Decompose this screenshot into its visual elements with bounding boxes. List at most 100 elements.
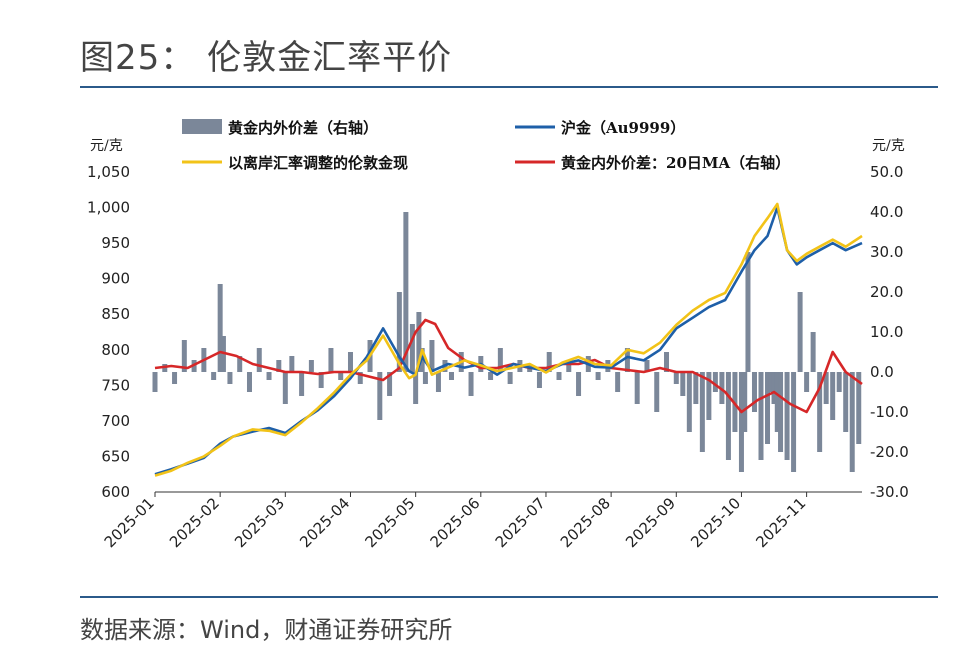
- left-tick-label: 600: [101, 483, 130, 501]
- spread-bar: [347, 352, 353, 372]
- x-tick-label: 2025-01: [101, 494, 158, 551]
- spread-bar: [673, 372, 679, 384]
- spread-bar: [784, 372, 790, 460]
- left-tick-label: 750: [101, 376, 130, 394]
- legend-group: 黄金内外价差（右轴） 沪金（Au9999） 以离岸汇率调整的伦敦金现 黄金内外价差：2…: [182, 119, 790, 172]
- spread-bar: [227, 372, 233, 384]
- left-tick-label: 800: [101, 341, 130, 359]
- spread-bar: [742, 372, 748, 432]
- spread-bar: [664, 352, 670, 372]
- spread-bar: [152, 372, 158, 392]
- spread-bar: [338, 372, 344, 380]
- spread-bar: [843, 372, 849, 432]
- spread-bar: [488, 372, 494, 380]
- top-rule: [80, 86, 938, 88]
- right-tick-label: 50.0: [870, 163, 903, 181]
- spread-bar: [403, 212, 409, 372]
- spread-bar: [686, 372, 692, 432]
- spread-bar: [172, 372, 178, 384]
- spread-bar: [699, 372, 705, 452]
- spread-bar: [751, 372, 757, 412]
- spread-bar: [318, 372, 324, 388]
- ma20-line: [154, 318, 863, 414]
- spread-bar: [804, 372, 810, 392]
- right-tick-label: 20.0: [870, 283, 903, 301]
- spread-bar: [693, 372, 699, 404]
- spread-bar: [706, 372, 712, 420]
- spread-bar: [211, 372, 217, 380]
- x-tick-label: 2025-02: [166, 494, 223, 551]
- spread-bar: [680, 372, 686, 396]
- spread-bar: [745, 252, 751, 372]
- source-note: 数据来源：Wind，财通证券研究所: [80, 616, 453, 644]
- spread-bar: [774, 372, 780, 432]
- left-tick-label: 650: [101, 447, 130, 465]
- figure-title: 图25： 伦敦金汇率平价: [80, 38, 453, 78]
- spread-bar: [276, 360, 282, 372]
- spread-bar: [758, 372, 764, 460]
- left-tick-label: 1,000: [87, 199, 130, 217]
- x-tick-label: 2025-07: [492, 494, 549, 551]
- right-tick-label: 40.0: [870, 203, 903, 221]
- spread-bar: [768, 372, 774, 392]
- spread-bar: [497, 348, 503, 372]
- bottom-rule: [80, 596, 938, 598]
- spread-bar: [181, 340, 187, 372]
- right-unit-label: 元/克: [872, 138, 905, 154]
- legend-label: 以离岸汇率调整的伦敦金现: [228, 154, 408, 172]
- spread-bar: [712, 372, 718, 392]
- left-tick-label: 850: [101, 305, 130, 323]
- x-tick-label: 2025-03: [231, 494, 288, 551]
- left-tick-label: 900: [101, 270, 130, 288]
- right-tick-label: 0.0: [870, 363, 894, 381]
- right-tick-label: -10.0: [870, 403, 909, 421]
- x-tick-label: 2025-10: [687, 494, 744, 551]
- x-tick-label: 2025-05: [361, 494, 418, 551]
- spread-bar: [634, 372, 640, 404]
- spread-bar: [791, 372, 797, 472]
- x-tick-label: 2025-06: [427, 494, 484, 551]
- sh-gold-line: [154, 206, 863, 476]
- spread-bar: [556, 372, 562, 380]
- spread-bar: [856, 372, 862, 444]
- spread-bar: [615, 372, 621, 392]
- spread-bar: [725, 372, 731, 460]
- legend-swatch-bar: [182, 119, 222, 134]
- spread-bar: [595, 372, 601, 380]
- x-tick-label: 2025-09: [622, 494, 679, 551]
- spread-bar: [823, 372, 829, 404]
- spread-bar: [396, 292, 402, 372]
- right-tick-label: -20.0: [870, 443, 909, 461]
- spread-bar: [654, 372, 660, 412]
- spread-bar: [328, 348, 334, 372]
- spread-bar: [282, 372, 288, 404]
- spread-bar: [387, 372, 393, 396]
- spread-bar: [357, 372, 363, 384]
- spread-bar: [507, 372, 513, 384]
- spread-bar: [576, 372, 582, 396]
- spread-bar: [266, 372, 272, 380]
- spread-bar: [237, 356, 243, 372]
- spread-bar: [409, 324, 415, 372]
- spread-bar: [422, 372, 428, 384]
- left-tick-label: 950: [101, 234, 130, 252]
- spread-bar: [797, 292, 803, 372]
- spread-bar: [299, 372, 305, 396]
- spread-bar: [830, 372, 836, 420]
- spread-bar: [217, 284, 223, 372]
- right-tick-label: 30.0: [870, 243, 903, 261]
- spread-bar: [738, 372, 744, 472]
- spread-bar: [765, 372, 771, 444]
- spread-bar: [413, 372, 419, 404]
- spread-bar: [624, 348, 630, 372]
- spread-bar: [849, 372, 855, 472]
- spread-bar: [778, 372, 784, 452]
- spread-bar: [377, 372, 383, 420]
- spread-bar: [308, 360, 314, 372]
- spread-bar: [836, 372, 842, 392]
- left-tick-label: 700: [101, 412, 130, 430]
- right-tick-label: 10.0: [870, 323, 903, 341]
- spread-bar: [416, 312, 422, 372]
- left-tick-label: 1,050: [87, 163, 130, 181]
- spread-bar: [536, 372, 542, 388]
